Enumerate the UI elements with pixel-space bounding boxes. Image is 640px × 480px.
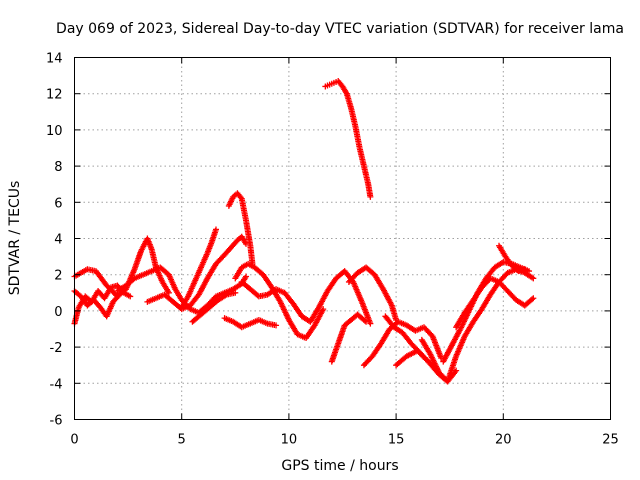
y-tick-label: 14 — [46, 52, 63, 67]
grid — [74, 57, 611, 420]
y-tick-label: -4 — [50, 377, 63, 392]
x-tick-label: 0 — [70, 433, 78, 448]
data-point — [363, 318, 370, 325]
axis-ticks: 0 5 10 15 20 25 -6 -4 -2 0 2 4 6 8 10 12 14 — [46, 52, 619, 448]
y-tick-label: 4 — [54, 233, 62, 248]
y-tick-label: 2 — [54, 269, 62, 284]
data-point — [530, 275, 537, 282]
data-point — [116, 291, 123, 298]
data-point — [232, 289, 239, 296]
data-point — [243, 273, 250, 280]
y-tick-label: -6 — [50, 414, 63, 429]
data-point — [367, 320, 374, 327]
data-point — [526, 268, 533, 275]
data-points — [71, 78, 537, 385]
data-point-interp — [361, 317, 368, 324]
x-axis-label: GPS time / hours — [281, 458, 398, 474]
data-point — [320, 306, 327, 313]
chart-title: Day 069 of 2023, Sidereal Day-to-day VTE… — [56, 21, 624, 37]
x-tick-label: 25 — [602, 433, 619, 448]
x-tick-label: 20 — [495, 433, 512, 448]
x-tick-label: 15 — [388, 433, 405, 448]
data-point — [273, 322, 280, 329]
x-tick-label: 5 — [178, 433, 186, 448]
y-axis-label: SDTVAR / TECUs — [7, 181, 23, 296]
data-point — [127, 293, 134, 300]
y-tick-label: 6 — [54, 196, 62, 211]
data-point-interp — [115, 292, 122, 299]
data-point-interp — [529, 296, 536, 303]
x-tick-label: 10 — [281, 433, 298, 448]
data-point — [521, 266, 528, 273]
data-point — [213, 226, 219, 233]
y-tick-label: 8 — [54, 160, 62, 175]
y-tick-label: 12 — [46, 88, 63, 103]
data-point — [367, 193, 374, 200]
y-tick-label: 10 — [46, 124, 63, 139]
y-tick-label: -2 — [50, 341, 63, 356]
data-point — [530, 295, 537, 302]
y-tick-label: 0 — [54, 305, 62, 320]
